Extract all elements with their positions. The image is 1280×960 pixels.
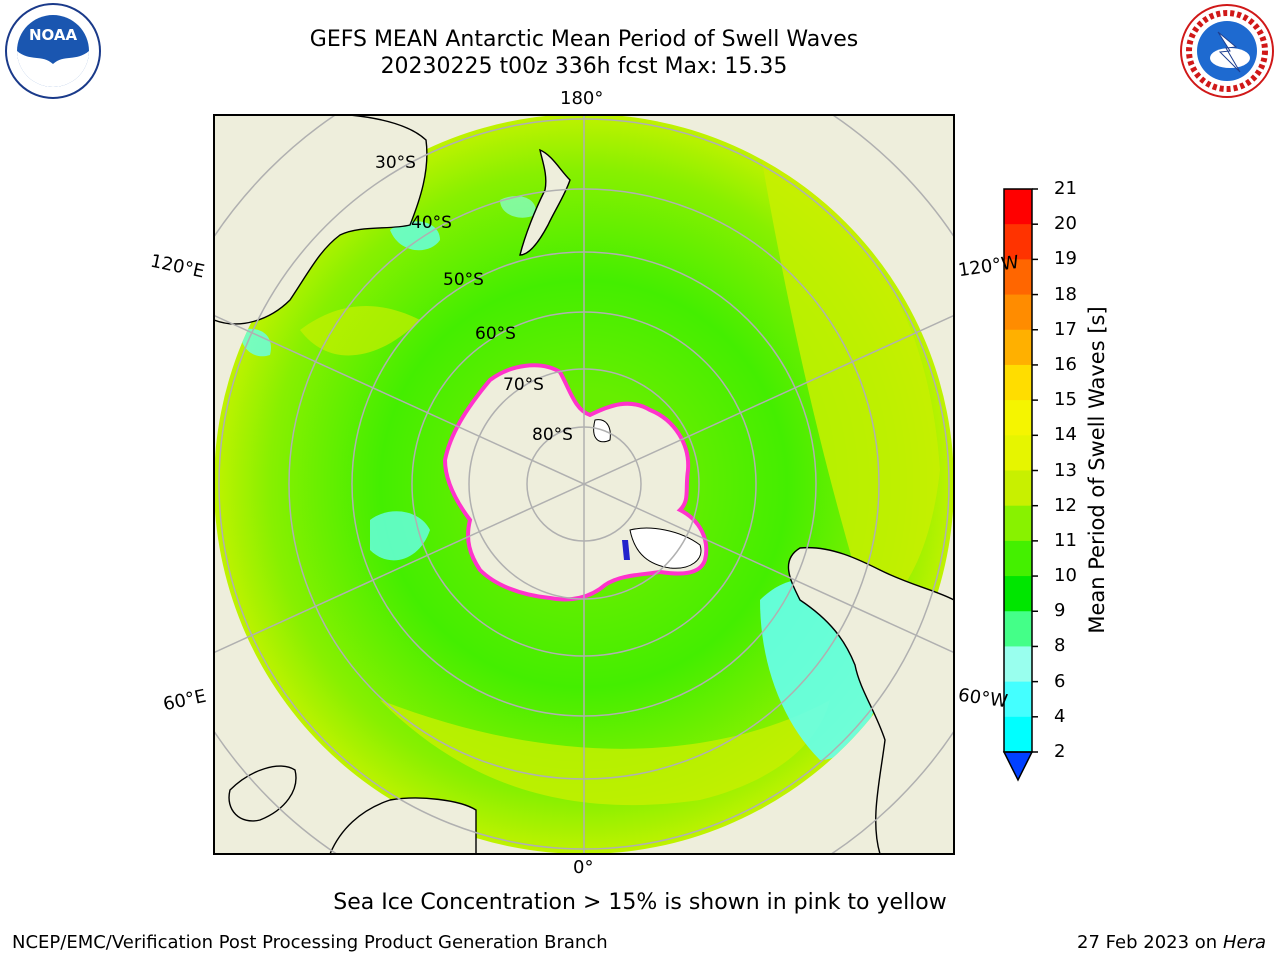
- colorbar-segment: [1004, 259, 1032, 296]
- colorbar-segment: [1004, 576, 1032, 612]
- swell-patch-australia: [240, 328, 271, 357]
- colorbar-segment: [1004, 646, 1032, 683]
- swell-patch-indian: [370, 511, 430, 561]
- colorbar-tick-label: 21: [1054, 178, 1077, 199]
- swell-patch-nz: [500, 195, 536, 218]
- colorbar-tick-label: 8: [1054, 635, 1066, 657]
- colorbar-tick-label: 19: [1054, 248, 1077, 270]
- colorbar-tick-label: 13: [1054, 459, 1077, 481]
- colorbar-tick-label: 10: [1054, 565, 1077, 587]
- ice-shelf-ross: [593, 419, 611, 443]
- meridian-label-0: 0°: [573, 857, 594, 878]
- colorbar-segment: [1004, 540, 1032, 577]
- colorbar-segment: [1004, 294, 1032, 331]
- sea-ice-high: [622, 540, 630, 560]
- swell-band-east: [760, 150, 940, 620]
- colorbar-tick-label: 20: [1054, 213, 1077, 235]
- colorbar-tick-label: 15: [1054, 389, 1077, 411]
- colorbar-segment: [1004, 470, 1032, 507]
- colorbar-tick-label: 14: [1054, 424, 1077, 446]
- colorbar-segment: [1004, 435, 1032, 471]
- sea-ice-note: Sea Ice Concentration > 15% is shown in …: [333, 890, 947, 915]
- map-plot-area: [214, 115, 954, 854]
- colorbar-tick-label: 16: [1054, 353, 1077, 375]
- map-title: GEFS MEAN Antarctic Mean Period of Swell…: [309, 27, 859, 52]
- map-subtitle: 20230225 t00z 336h fcst Max: 15.35: [380, 54, 788, 79]
- lat-label-50s: 50°S: [443, 270, 484, 290]
- colorbar-tick-label: 9: [1054, 600, 1066, 622]
- lat-label-60s: 60°S: [475, 324, 516, 344]
- colorbar-segment: [1004, 364, 1032, 401]
- footer-date: 27 Feb 2023 on Hera: [1077, 932, 1266, 953]
- svg-text:NOAA: NOAA: [29, 26, 78, 44]
- colorbar-segment: [1004, 400, 1032, 436]
- colorbar-extension: [1002, 751, 1034, 782]
- map-frame: [213, 114, 955, 855]
- swell-patch-tasman: [390, 221, 440, 251]
- nws-logo: [1178, 2, 1276, 100]
- colorbar: [1002, 188, 1038, 782]
- colorbar-segment: [1004, 611, 1032, 647]
- colorbar-segment: [1004, 329, 1032, 366]
- colorbar-segment: [1004, 505, 1032, 542]
- lat-label-70s: 70°S: [503, 375, 544, 395]
- graticule: [214, 115, 954, 854]
- land-africa: [329, 797, 477, 854]
- land-australia: [214, 115, 428, 325]
- colorbar-tick-label: 17: [1054, 318, 1077, 340]
- meridian-label-180: 180°: [560, 88, 604, 109]
- lat-label-40s: 40°S: [411, 213, 452, 233]
- colorbar-segment: [1004, 716, 1032, 753]
- colorbar-label: Mean Period of Swell Waves [s]: [1085, 306, 1109, 634]
- colorbar-tick-label: 2: [1054, 741, 1066, 762]
- colorbar-segment: [1004, 189, 1032, 225]
- land-south-america: [787, 546, 954, 854]
- colorbar-tick-label: 18: [1054, 283, 1077, 305]
- colorbar-segment: [1004, 224, 1032, 260]
- land-new-zealand: [519, 148, 571, 256]
- swell-band-south: [380, 700, 830, 806]
- lat-label-30s: 30°S: [375, 153, 416, 173]
- colorbar-segment: [1004, 681, 1032, 718]
- noaa-logo: NOAA: [4, 2, 102, 100]
- colorbar-tick-label: 11: [1054, 529, 1077, 551]
- footer-organization: NCEP/EMC/Verification Post Processing Pr…: [12, 932, 608, 953]
- colorbar-tick-label: 12: [1054, 494, 1077, 516]
- lat-label-80s: 80°S: [532, 425, 573, 445]
- colorbar-tick-label: 6: [1054, 670, 1066, 692]
- ice-shelf-weddell: [629, 527, 702, 569]
- colorbar-tick-label: 4: [1054, 705, 1066, 727]
- swell-band-west: [300, 306, 420, 356]
